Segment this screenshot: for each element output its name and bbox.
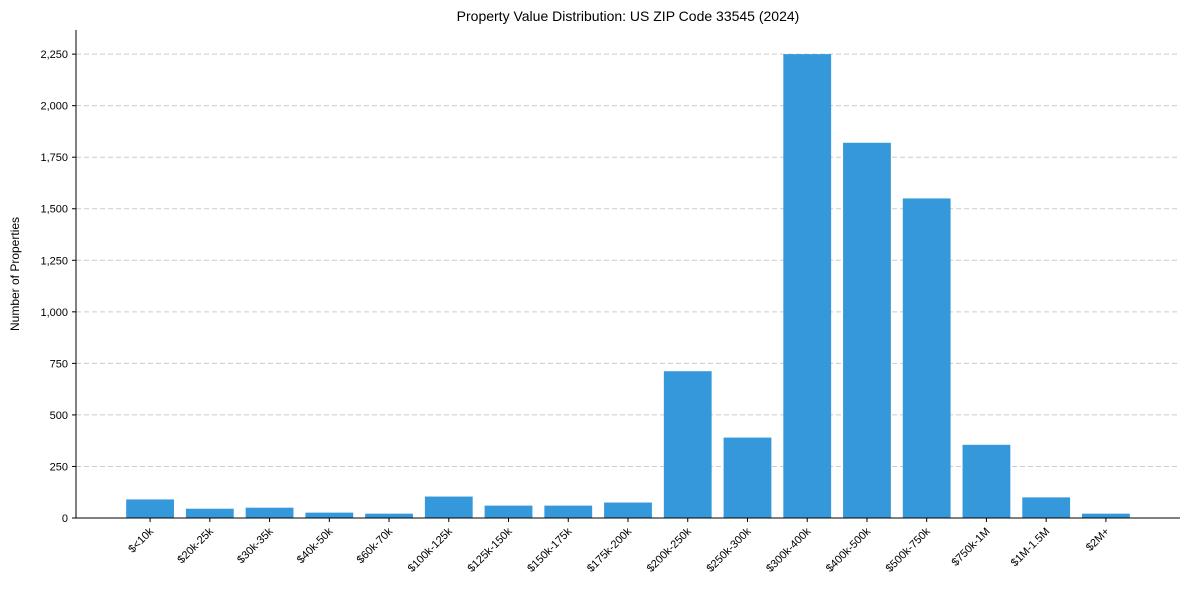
bar [424,496,473,518]
bar [962,444,1011,518]
bars [126,54,1130,518]
y-tick-label: 250 [50,461,68,473]
x-tick-label: $60k-70k [355,525,396,566]
x-tick-label: $40k-50k [295,525,336,566]
y-tick-label: 750 [50,358,68,370]
bar [1022,497,1071,518]
x-axis-ticks: $<10k $20k-25k $30k-35k $40k-50k $60k-70k $10… [126,518,1112,575]
y-tick-label: 1,750 [40,152,68,164]
y-axis-label: Number of Properties [8,217,22,331]
bar [365,513,413,518]
bar [902,198,951,518]
x-tick-label: $150k-175k [525,525,574,574]
x-tick-label: $175k-200k [585,525,634,574]
x-tick-label: $200k-250k [645,525,694,574]
x-tick-label: $20k-25k [175,525,216,566]
bar [604,502,652,518]
y-tick-label: 1,500 [40,204,68,216]
x-tick-label: $100k-125k [406,525,455,574]
y-tick-label: 2,000 [40,101,68,113]
y-tick-label: 500 [50,410,68,422]
bar [185,508,234,518]
bar [783,54,832,518]
bar [1082,513,1130,518]
bar [723,437,772,518]
y-tick-label: 2,250 [40,49,68,61]
bar [663,371,712,518]
x-tick-label: $500k-750k [884,525,933,574]
y-axis-ticks: 0 250 500 750 1,000 1,250 1,500 1,750 2,000 2,250 [40,49,76,525]
bar [484,505,533,518]
bar [126,499,174,518]
y-tick-label: 1,000 [40,307,68,319]
bar [544,505,593,518]
grid-lines [76,53,1180,467]
x-tick-label: $300k-400k [764,525,813,574]
x-tick-label: $1M-1.5M [1009,526,1053,570]
x-tick-label: $30k-35k [235,525,276,566]
x-tick-label: $125k-150k [465,525,514,574]
y-tick-label: 0 [62,513,68,525]
bar [305,512,354,518]
chart-title: Property Value Distribution: US ZIP Code… [457,8,800,24]
bar [843,142,891,518]
x-tick-label: $400k-500k [824,525,873,574]
bar [245,507,294,518]
y-tick-label: 1,250 [40,255,68,267]
x-tick-label: $<10k [126,525,156,555]
x-tick-label: $2M+ [1084,526,1112,554]
x-tick-label: $250k-300k [704,525,753,574]
x-tick-label: $750k-1M [949,526,992,569]
